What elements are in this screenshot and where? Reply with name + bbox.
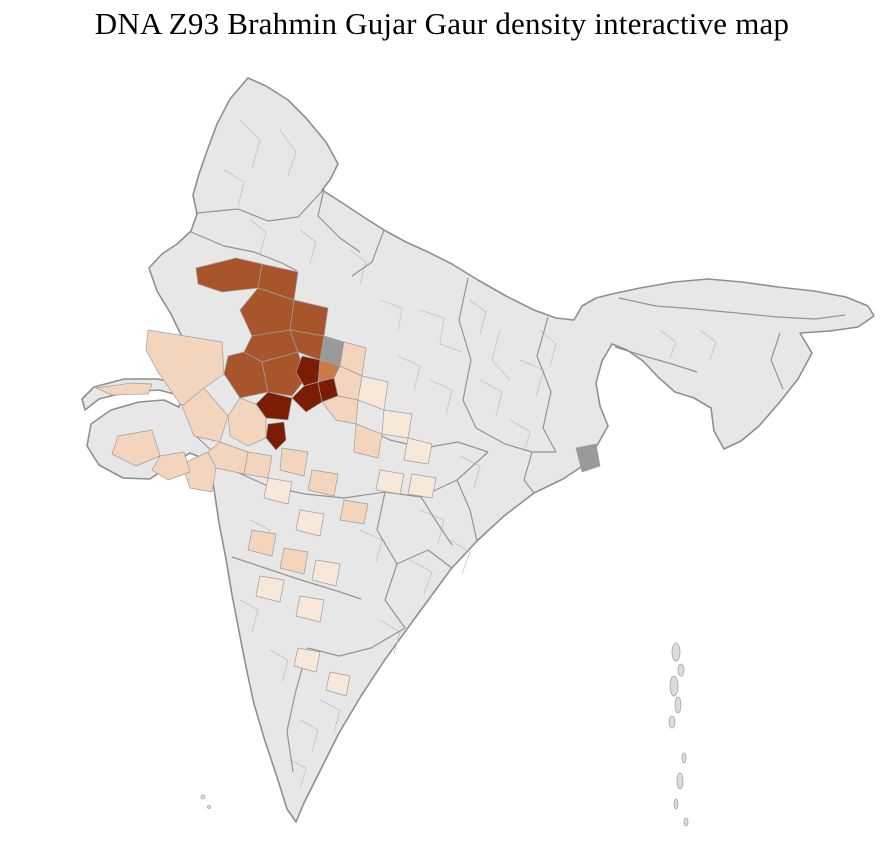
district-d40[interactable]	[295, 509, 325, 537]
district-d14[interactable]	[265, 421, 287, 451]
island	[676, 772, 684, 790]
island	[671, 642, 681, 662]
island	[677, 663, 685, 677]
district-d33[interactable]	[353, 423, 383, 459]
district-boundary-mesh	[119, 119, 717, 789]
india-landmass[interactable]	[81, 77, 875, 823]
island	[668, 715, 676, 729]
district-d23[interactable]	[207, 441, 249, 475]
district-d34[interactable]	[403, 437, 433, 465]
state-borders	[190, 188, 846, 773]
district-d32[interactable]	[381, 409, 413, 439]
district-d43[interactable]	[247, 529, 277, 557]
island	[673, 798, 679, 810]
island	[674, 696, 682, 714]
district-d35[interactable]	[243, 451, 273, 479]
district-d21[interactable]	[181, 387, 229, 443]
district-d26[interactable]	[151, 451, 191, 481]
island	[681, 752, 687, 764]
district-g2[interactable]	[575, 443, 601, 473]
district-d48[interactable]	[293, 647, 321, 673]
district-d44[interactable]	[279, 547, 309, 575]
andaman-nicobar-islands[interactable]	[668, 642, 689, 827]
district-d39[interactable]	[339, 499, 369, 525]
district-d45[interactable]	[311, 559, 341, 587]
district-d27[interactable]	[95, 382, 153, 396]
district-d37[interactable]	[307, 469, 339, 497]
district-d12[interactable]	[291, 381, 323, 413]
district-d13[interactable]	[255, 391, 293, 421]
lakshadweep-islands[interactable]	[200, 794, 211, 809]
island	[669, 675, 679, 697]
island	[207, 805, 211, 809]
district-d7[interactable]	[261, 351, 307, 397]
district-d49[interactable]	[325, 671, 351, 697]
district-d25[interactable]	[111, 429, 161, 467]
district-d36[interactable]	[279, 447, 309, 477]
island	[683, 817, 689, 827]
district-d46[interactable]	[255, 575, 285, 603]
district-d31[interactable]	[321, 395, 359, 425]
district-d47[interactable]	[295, 595, 325, 623]
district-d42[interactable]	[407, 473, 437, 499]
island	[200, 794, 206, 800]
density-districts	[95, 257, 601, 697]
district-d41[interactable]	[375, 469, 405, 495]
page-title: DNA Z93 Brahmin Gujar Gaur density inter…	[94, 6, 790, 41]
district-d38[interactable]	[263, 477, 293, 505]
